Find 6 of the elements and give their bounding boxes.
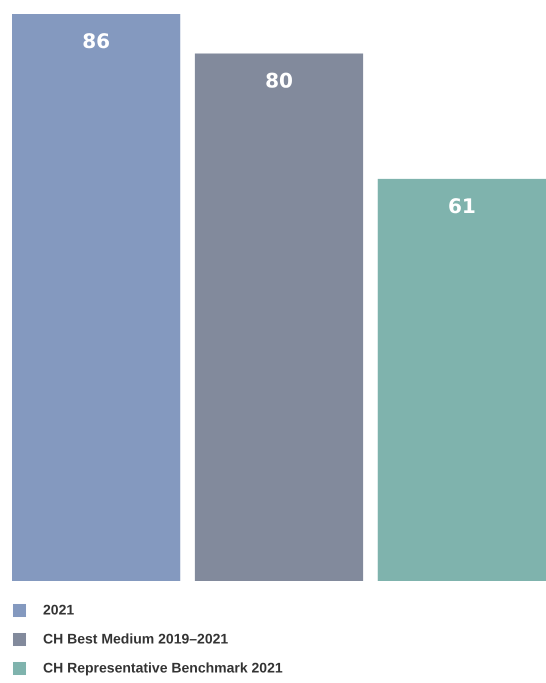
legend-label: 2021 bbox=[43, 602, 74, 618]
data-label: 86 bbox=[82, 29, 110, 53]
data-label: 61 bbox=[448, 194, 476, 218]
legend-label: CH Representative Benchmark 2021 bbox=[43, 660, 283, 676]
data-label: 80 bbox=[265, 68, 293, 93]
legend-label: CH Best Medium 2019–2021 bbox=[43, 630, 228, 646]
